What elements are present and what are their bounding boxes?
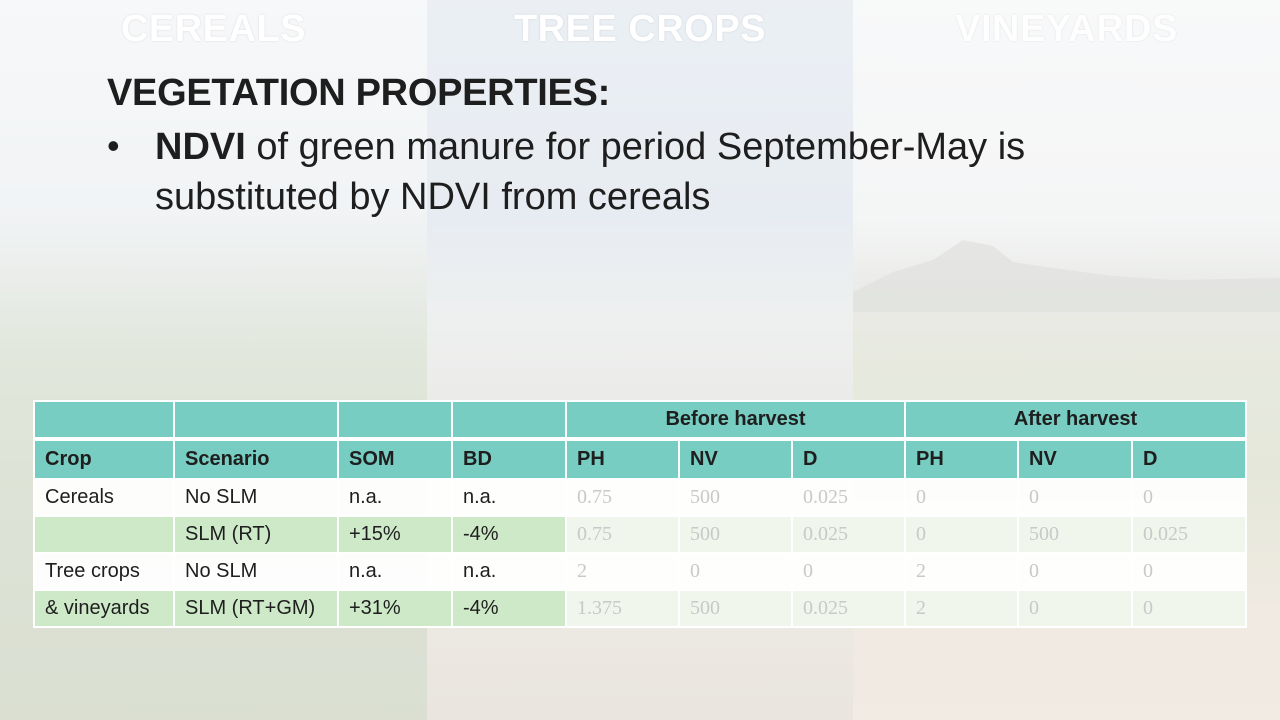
table-row: Tree crops No SLM n.a. n.a. 2 0 0 2 0 0 bbox=[33, 552, 1248, 591]
column-header: NV bbox=[678, 437, 793, 480]
table-cell: n.a. bbox=[337, 478, 453, 517]
table-cell: 0 bbox=[1131, 552, 1248, 591]
column-header: Scenario bbox=[173, 437, 339, 480]
table-cell: Tree crops bbox=[33, 552, 175, 591]
table-cell: -4% bbox=[451, 515, 567, 554]
group-header-cell bbox=[173, 400, 339, 440]
table-cell: 500 bbox=[678, 589, 793, 628]
table-cell: 0.025 bbox=[790, 478, 907, 517]
table-cell: 0 bbox=[904, 478, 1020, 517]
table-cell: 0.75 bbox=[565, 478, 680, 517]
table-cell: 500 bbox=[678, 515, 793, 554]
column-header: BD bbox=[451, 437, 567, 480]
table-cell: 0 bbox=[1131, 589, 1248, 628]
table-cell: & vineyards bbox=[33, 589, 175, 628]
column-header: D bbox=[1131, 437, 1248, 480]
table-cell: -4% bbox=[451, 589, 567, 628]
table-cell: 0 bbox=[678, 552, 793, 591]
vineyard-mountains-graphic bbox=[853, 240, 1280, 312]
bullet-body: of green manure for period September-May… bbox=[155, 126, 1026, 218]
column-header: PH bbox=[904, 437, 1020, 480]
group-header-row: Before harvest After harvest bbox=[33, 400, 1248, 440]
table-cell: n.a. bbox=[451, 478, 567, 517]
group-header-cell bbox=[33, 400, 175, 440]
table-cell: 0.025 bbox=[1131, 515, 1248, 554]
column-header: PH bbox=[565, 437, 680, 480]
table-cell: 0 bbox=[1017, 589, 1134, 628]
table-row: & vineyards SLM (RT+GM) +31% -4% 1.375 5… bbox=[33, 589, 1248, 628]
group-header-after-harvest: After harvest bbox=[904, 400, 1248, 440]
table-cell: 0 bbox=[1131, 478, 1248, 517]
bullet-bold-term: NDVI bbox=[155, 126, 246, 168]
caption-vineyards: VINEYARDS bbox=[955, 8, 1178, 50]
slide-title: VEGETATION PROPERTIES: bbox=[107, 72, 610, 114]
table-cell bbox=[33, 515, 175, 554]
table-cell: 500 bbox=[1017, 515, 1134, 554]
column-header: Crop bbox=[33, 437, 175, 480]
column-header: NV bbox=[1017, 437, 1134, 480]
table-cell: SLM (RT) bbox=[173, 515, 339, 554]
table-cell: No SLM bbox=[173, 478, 339, 517]
table-cell: 2 bbox=[565, 552, 680, 591]
bullet-marker: • bbox=[107, 125, 120, 166]
table-cell: 2 bbox=[904, 552, 1020, 591]
table-cell: 0.025 bbox=[790, 515, 907, 554]
table-cell: 1.375 bbox=[565, 589, 680, 628]
table-cell: +31% bbox=[337, 589, 453, 628]
table-cell: n.a. bbox=[337, 552, 453, 591]
table-cell: 0 bbox=[790, 552, 907, 591]
table-cell: +15% bbox=[337, 515, 453, 554]
table-cell: 0 bbox=[1017, 478, 1134, 517]
bullet-text: NDVI of green manure for period Septembe… bbox=[155, 122, 1155, 222]
table-cell: 0.75 bbox=[565, 515, 680, 554]
table-cell: Cereals bbox=[33, 478, 175, 517]
table-cell: n.a. bbox=[451, 552, 567, 591]
group-header-cell bbox=[337, 400, 453, 440]
table-cell: 2 bbox=[904, 589, 1020, 628]
table-cell: SLM (RT+GM) bbox=[173, 589, 339, 628]
table-row: SLM (RT) +15% -4% 0.75 500 0.025 0 500 0… bbox=[33, 515, 1248, 554]
table-cell: 0.025 bbox=[790, 589, 907, 628]
vegetation-parameters-table: Before harvest After harvest Crop Scenar… bbox=[33, 400, 1248, 628]
column-header-row: Crop Scenario SOM BD PH NV D PH NV D bbox=[33, 437, 1248, 480]
table-cell: 0 bbox=[904, 515, 1020, 554]
column-header: SOM bbox=[337, 437, 453, 480]
column-header: D bbox=[790, 437, 907, 480]
table-cell: 500 bbox=[678, 478, 793, 517]
group-header-before-harvest: Before harvest bbox=[564, 400, 907, 440]
table-cell: No SLM bbox=[173, 552, 339, 591]
table-row: Cereals No SLM n.a. n.a. 0.75 500 0.025 … bbox=[33, 478, 1248, 517]
caption-cereals: CEREALS bbox=[120, 8, 307, 50]
group-header-cell bbox=[451, 400, 567, 440]
table-cell: 0 bbox=[1017, 552, 1134, 591]
caption-tree-crops: TREE CROPS bbox=[513, 8, 767, 50]
